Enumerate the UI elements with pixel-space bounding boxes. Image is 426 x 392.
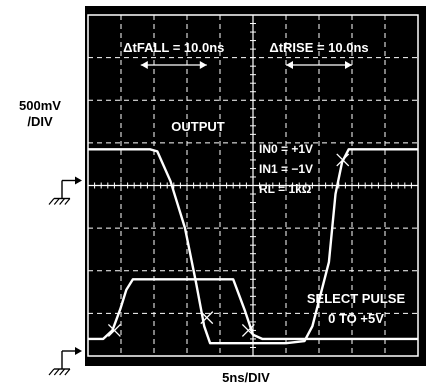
ground-icon-output xyxy=(48,176,82,205)
cross-marker xyxy=(200,311,214,325)
select-pulse-label: SELECT PULSE xyxy=(307,291,406,306)
ground-hatch xyxy=(53,368,60,376)
ground-hatch xyxy=(53,198,60,205)
arrow-head-left xyxy=(140,61,148,69)
grid xyxy=(87,14,419,357)
y-axis-label-line-2: /DIV xyxy=(27,114,53,129)
ground-hatch xyxy=(64,368,71,376)
traces xyxy=(88,148,418,345)
condition-label-3: RL = 1kΩ xyxy=(259,182,312,196)
cross-marker xyxy=(241,323,255,337)
arrow-head-right xyxy=(345,61,352,69)
fall-time-label: ΔtFALL = 10.0ns xyxy=(123,40,224,55)
condition-label-1: IN0 = +1V xyxy=(259,142,313,156)
ground-hatch xyxy=(64,198,71,205)
ground-hatch xyxy=(48,368,55,376)
arrow-head-right xyxy=(199,61,207,69)
select-pulse-range-label: 0 TO +5V xyxy=(328,311,384,326)
x-axis-label: 5ns/DIV xyxy=(222,370,270,385)
arrow-head-left xyxy=(286,61,293,69)
output-trace-label: OUTPUT xyxy=(171,119,225,134)
ground-hatch xyxy=(59,368,66,376)
ground-hatch xyxy=(48,198,55,205)
condition-label-2: IN1 = −1V xyxy=(259,162,313,176)
series-output-trace xyxy=(88,148,418,345)
cross-marker-stroke xyxy=(107,323,121,337)
rise-time-arrow xyxy=(286,61,352,69)
ground-ref-arrow xyxy=(75,176,82,185)
rise-time-label: ΔtRISE = 10.0ns xyxy=(269,40,368,55)
ground-icon-select xyxy=(48,347,82,376)
ground-hatch xyxy=(59,198,66,205)
annotations: ΔtFALL = 10.0ns ΔtRISE = 10.0ns OUTPUT IN0 … xyxy=(107,40,406,337)
y-axis-label: 500mV /DIV xyxy=(10,98,70,130)
cross-marker-stroke xyxy=(241,323,255,337)
cross-marker xyxy=(336,153,350,167)
ground-ref-arrow xyxy=(75,347,82,355)
cross-marker-stroke xyxy=(200,311,214,325)
cross-marker xyxy=(107,323,121,337)
fall-time-arrow xyxy=(140,61,207,69)
cross-marker-stroke xyxy=(336,153,350,167)
y-axis-label-line-1: 500mV xyxy=(19,98,61,113)
ground-markers xyxy=(48,176,82,376)
series-select-pulse-trace xyxy=(88,278,418,341)
